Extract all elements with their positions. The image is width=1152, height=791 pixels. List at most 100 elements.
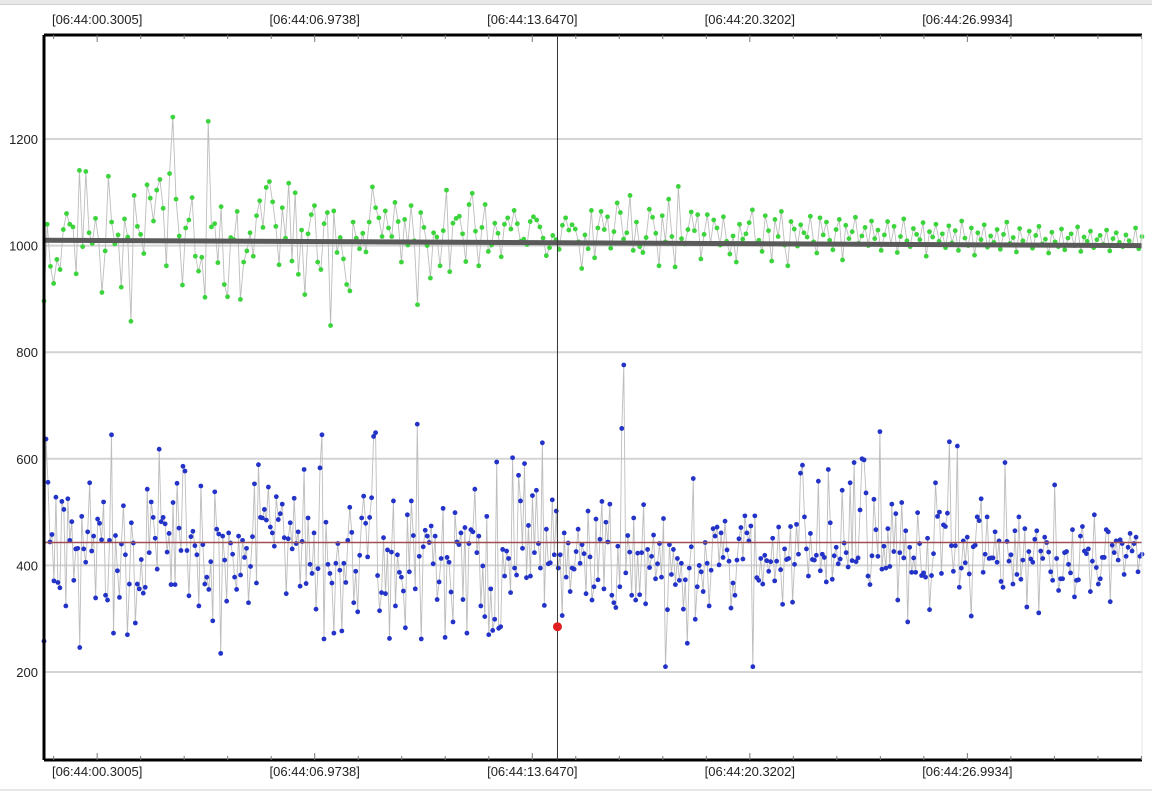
data-point[interactable] — [1054, 556, 1060, 561]
data-point[interactable] — [756, 577, 762, 583]
data-point[interactable] — [798, 222, 804, 228]
data-point[interactable] — [909, 569, 915, 575]
data-point[interactable] — [923, 574, 928, 580]
data-point[interactable] — [560, 222, 565, 228]
data-point[interactable] — [833, 227, 839, 232]
data-point[interactable] — [891, 223, 897, 229]
data-point[interactable] — [1129, 548, 1135, 554]
data-point[interactable] — [915, 510, 921, 516]
data-point[interactable] — [539, 440, 545, 446]
data-point[interactable] — [861, 457, 867, 463]
data-point[interactable] — [474, 550, 480, 556]
data-point[interactable] — [71, 577, 77, 583]
data-point[interactable] — [898, 234, 903, 239]
data-point[interactable] — [1113, 230, 1119, 236]
data-point[interactable] — [752, 513, 758, 519]
data-point[interactable] — [476, 533, 482, 539]
data-point[interactable] — [798, 470, 803, 476]
data-point[interactable] — [875, 227, 881, 233]
data-point[interactable] — [730, 233, 736, 239]
data-point[interactable] — [265, 484, 271, 490]
data-point[interactable] — [933, 221, 939, 227]
data-point[interactable] — [337, 235, 343, 240]
data-point[interactable] — [83, 559, 89, 565]
data-point[interactable] — [1033, 233, 1039, 238]
data-point[interactable] — [760, 581, 766, 587]
data-point[interactable] — [776, 524, 782, 530]
data-point[interactable] — [389, 234, 395, 239]
data-point[interactable] — [418, 210, 424, 215]
data-point[interactable] — [790, 599, 795, 605]
data-point[interactable] — [408, 498, 414, 504]
data-point[interactable] — [1018, 576, 1024, 582]
data-point[interactable] — [901, 216, 907, 222]
data-point[interactable] — [614, 200, 620, 206]
data-point[interactable] — [585, 246, 591, 252]
data-point[interactable] — [103, 592, 108, 598]
data-point[interactable] — [271, 543, 277, 549]
data-point[interactable] — [500, 547, 506, 552]
data-point[interactable] — [743, 231, 749, 237]
data-point[interactable] — [669, 572, 674, 577]
data-point[interactable] — [621, 236, 626, 242]
data-point[interactable] — [653, 576, 658, 582]
data-point[interactable] — [1026, 549, 1032, 554]
data-point[interactable] — [1104, 227, 1109, 233]
data-point[interactable] — [452, 510, 458, 516]
data-point[interactable] — [885, 526, 891, 532]
data-point[interactable] — [774, 558, 780, 564]
plot-area[interactable] — [44, 35, 1142, 760]
data-point[interactable] — [1050, 577, 1056, 583]
data-point[interactable] — [990, 555, 996, 561]
data-point[interactable] — [494, 459, 500, 465]
data-point[interactable] — [308, 212, 314, 218]
data-point[interactable] — [817, 215, 823, 221]
data-point[interactable] — [134, 223, 140, 229]
data-point[interactable] — [319, 432, 325, 438]
data-point[interactable] — [69, 519, 75, 525]
data-point[interactable] — [498, 624, 504, 630]
data-point[interactable] — [226, 530, 232, 536]
data-point[interactable] — [863, 490, 869, 496]
data-point[interactable] — [696, 563, 702, 568]
data-point[interactable] — [285, 536, 291, 542]
data-point[interactable] — [833, 544, 839, 550]
data-point[interactable] — [83, 169, 89, 174]
data-point[interactable] — [458, 530, 464, 536]
data-point[interactable] — [101, 499, 106, 505]
data-point[interactable] — [827, 520, 833, 526]
data-point[interactable] — [376, 215, 382, 221]
data-point[interactable] — [154, 566, 160, 572]
data-point[interactable] — [242, 555, 247, 560]
data-point[interactable] — [778, 567, 784, 573]
data-point[interactable] — [67, 537, 73, 543]
data-point[interactable] — [1097, 233, 1103, 238]
data-point[interactable] — [402, 217, 408, 222]
data-point[interactable] — [589, 597, 595, 603]
data-point[interactable] — [424, 533, 430, 539]
data-point[interactable] — [1026, 228, 1032, 234]
data-point[interactable] — [360, 230, 366, 236]
data-point[interactable] — [998, 579, 1004, 584]
data-point[interactable] — [962, 235, 968, 241]
data-point[interactable] — [625, 533, 631, 538]
data-point[interactable] — [438, 556, 444, 561]
data-point[interactable] — [365, 554, 371, 560]
data-point[interactable] — [400, 588, 406, 594]
data-point[interactable] — [627, 549, 633, 555]
data-point[interactable] — [347, 288, 353, 294]
data-point[interactable] — [537, 565, 543, 571]
data-point[interactable] — [478, 603, 484, 609]
data-point[interactable] — [295, 529, 301, 535]
data-point[interactable] — [786, 556, 791, 561]
data-point[interactable] — [1133, 534, 1139, 540]
data-point[interactable] — [188, 534, 194, 540]
data-point[interactable] — [1081, 234, 1087, 240]
data-point[interactable] — [698, 569, 704, 575]
data-point[interactable] — [939, 231, 945, 237]
data-point[interactable] — [49, 532, 55, 537]
data-point[interactable] — [750, 664, 756, 670]
data-point[interactable] — [601, 586, 607, 592]
data-point[interactable] — [634, 219, 639, 225]
data-point[interactable] — [956, 247, 961, 253]
